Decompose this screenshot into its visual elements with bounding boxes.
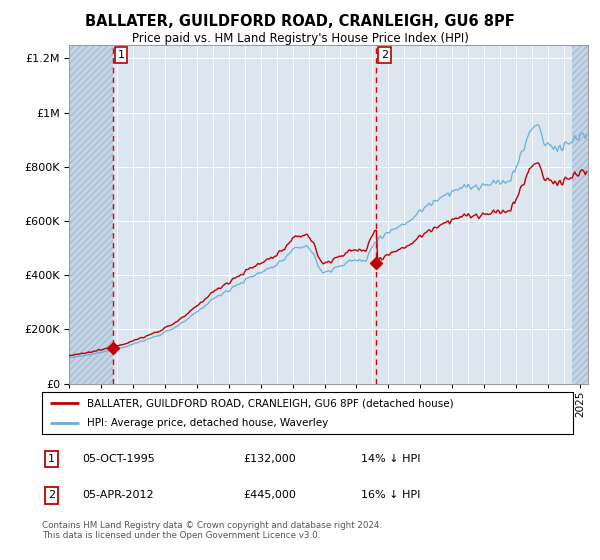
- Text: Contains HM Land Registry data © Crown copyright and database right 2024.
This d: Contains HM Land Registry data © Crown c…: [42, 521, 382, 540]
- Text: 2: 2: [48, 491, 55, 501]
- Text: BALLATER, GUILDFORD ROAD, CRANLEIGH, GU6 8PF: BALLATER, GUILDFORD ROAD, CRANLEIGH, GU6…: [85, 14, 515, 29]
- Text: 1: 1: [118, 50, 125, 60]
- Text: 16% ↓ HPI: 16% ↓ HPI: [361, 491, 420, 501]
- Text: BALLATER, GUILDFORD ROAD, CRANLEIGH, GU6 8PF (detached house): BALLATER, GUILDFORD ROAD, CRANLEIGH, GU6…: [87, 398, 454, 408]
- Text: 2: 2: [381, 50, 388, 60]
- Text: 05-APR-2012: 05-APR-2012: [82, 491, 154, 501]
- Text: £445,000: £445,000: [244, 491, 296, 501]
- Text: Price paid vs. HM Land Registry's House Price Index (HPI): Price paid vs. HM Land Registry's House …: [131, 32, 469, 45]
- FancyBboxPatch shape: [42, 392, 573, 434]
- Bar: [572, 45, 588, 384]
- Text: HPI: Average price, detached house, Waverley: HPI: Average price, detached house, Wave…: [87, 418, 328, 428]
- Text: 14% ↓ HPI: 14% ↓ HPI: [361, 454, 420, 464]
- Text: 05-OCT-1995: 05-OCT-1995: [82, 454, 155, 464]
- Text: £132,000: £132,000: [244, 454, 296, 464]
- Bar: [69, 45, 113, 384]
- Text: 1: 1: [48, 454, 55, 464]
